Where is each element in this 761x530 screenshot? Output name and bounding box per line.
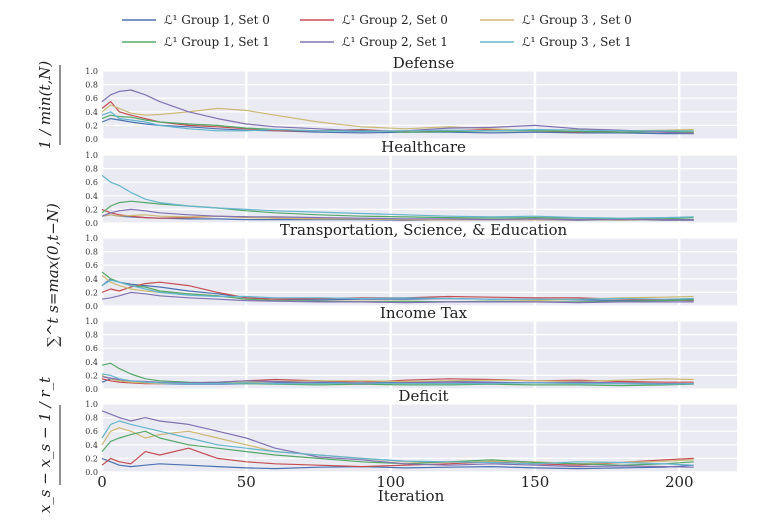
y-tick-label: 0.4 xyxy=(85,108,98,117)
y-tick-label: 0.4 xyxy=(85,275,98,284)
y-tick-label: 0.0 xyxy=(85,135,98,144)
y-tick-label: 0.2 xyxy=(85,371,98,380)
y-tick-label: 0.2 xyxy=(85,205,98,214)
series-line-6 xyxy=(101,111,694,133)
panel-healthcare: 0.0 0.2 0.4 0.6 0.8 1.0 Healthcare xyxy=(85,138,737,228)
panel-title: Defense xyxy=(393,54,455,72)
y-tick-label: 0.2 xyxy=(85,288,98,297)
series-line-6 xyxy=(101,174,694,219)
series-line-6 xyxy=(101,420,694,466)
y-tick-label: 0.2 xyxy=(85,454,98,463)
series-line-2 xyxy=(101,447,694,468)
legend-label: ℒ¹ Group 3 , Set 1 xyxy=(522,35,632,49)
legend-item: ℒ¹ Group 3 , Set 1 xyxy=(480,35,632,49)
series-line-3 xyxy=(101,374,694,385)
series-line-4 xyxy=(101,200,694,220)
x-tick-label: 200 xyxy=(665,473,694,491)
series-line-4 xyxy=(101,362,694,387)
y-tick-label: 0.6 xyxy=(85,427,98,436)
series-line-5 xyxy=(101,291,694,304)
panel-title: Deficit xyxy=(398,387,448,405)
series-line-5 xyxy=(101,89,694,135)
legend-item: ℒ¹ Group 1, Set 1 xyxy=(122,35,270,49)
legend-label: ℒ¹ Group 3 , Set 0 xyxy=(522,13,632,27)
x-tick-label: 50 xyxy=(237,473,256,491)
y-label-bot: 1 / min(t,N) xyxy=(36,61,54,150)
y-tick-label: 0.0 xyxy=(85,302,98,311)
panel-transportation-science-education: 0.0 0.2 0.4 0.6 0.8 1.0 Transportation, Scienc… xyxy=(85,221,737,311)
y-tick-label: 0.4 xyxy=(85,192,98,201)
series-line-1 xyxy=(101,457,694,470)
legend-label: ℒ¹ Group 1, Set 1 xyxy=(164,35,270,49)
panel-title: Healthcare xyxy=(381,138,466,156)
y-tick-label: 1.0 xyxy=(85,317,98,326)
y-tick-label: 1.0 xyxy=(85,400,98,409)
x-tick-label: 100 xyxy=(376,473,405,491)
y-tick-label: 0.4 xyxy=(85,358,98,367)
series-line-5 xyxy=(101,410,694,468)
x-tick-label: 150 xyxy=(521,473,550,491)
panel-income-tax: 0.0 0.2 0.4 0.6 0.8 1.0 Income Tax xyxy=(85,304,737,394)
y-tick-label: 0.6 xyxy=(85,261,98,270)
legend-label: ℒ¹ Group 2, Set 1 xyxy=(342,35,448,49)
panel-background xyxy=(102,321,737,389)
y-label-mid: ∑^t s=max(0,t−N) xyxy=(44,203,62,347)
series-line-2 xyxy=(101,378,694,385)
y-tick-label: 1.0 xyxy=(85,151,98,160)
y-tick-label: 0.0 xyxy=(85,385,98,394)
panel-deficit: 0.0 0.2 0.4 0.6 0.8 1.0 Deficit xyxy=(85,387,737,477)
x-tick-label: 0 xyxy=(97,473,107,491)
legend-item: ℒ¹ Group 1, Set 0 xyxy=(122,13,270,27)
panel-background xyxy=(102,155,737,223)
legend: ℒ¹ Group 1, Set 0 ℒ¹ Group 2, Set 0 ℒ¹ Gro… xyxy=(122,13,632,49)
y-tick-label: 0.2 xyxy=(85,121,98,130)
legend-label: ℒ¹ Group 2, Set 0 xyxy=(342,13,448,27)
y-label-top: x_s − x_s − 1 / r_t xyxy=(36,376,54,513)
y-tick-label: 0.8 xyxy=(85,248,98,257)
y-tick-label: 1.0 xyxy=(85,67,98,76)
panel-title: Transportation, Science, & Education xyxy=(280,221,568,239)
y-tick-label: 0.4 xyxy=(85,441,98,450)
y-tick-label: 0.8 xyxy=(85,331,98,340)
series-line-1 xyxy=(101,118,694,135)
panel-title: Income Tax xyxy=(380,304,468,322)
series-line-5 xyxy=(101,208,694,221)
y-tick-label: 0.6 xyxy=(85,344,98,353)
series-line-4 xyxy=(101,430,694,466)
y-tick-label: 0.0 xyxy=(85,219,98,228)
y-tick-label: 0.8 xyxy=(85,414,98,423)
x-axis-label: Iteration xyxy=(378,487,445,505)
panel-defense: 0.0 0.2 0.4 0.6 0.8 1.0 Defense xyxy=(85,54,737,144)
legend-item: ℒ¹ Group 3 , Set 0 xyxy=(480,13,632,27)
y-tick-label: 0.8 xyxy=(85,165,98,174)
y-tick-label: 0.6 xyxy=(85,94,98,103)
x-axis-ticks: 0 50 100 150 200 xyxy=(97,473,693,491)
legend-item: ℒ¹ Group 2, Set 0 xyxy=(300,13,448,27)
legend-item: ℒ¹ Group 2, Set 1 xyxy=(300,35,448,49)
y-tick-label: 0.0 xyxy=(85,468,98,477)
series-line-6 xyxy=(101,373,694,385)
y-tick-label: 1.0 xyxy=(85,234,98,243)
y-axis-label: x_s − x_s − 1 / r_t ∑^t s=max(0,t−N) 1 / m… xyxy=(36,61,62,514)
y-tick-label: 0.6 xyxy=(85,178,98,187)
y-tick-label: 0.8 xyxy=(85,81,98,90)
legend-label: ℒ¹ Group 1, Set 0 xyxy=(164,13,270,27)
series-line-6 xyxy=(101,279,694,300)
panel-background xyxy=(102,404,737,472)
panels: 0.0 0.2 0.4 0.6 0.8 1.0 Defense 0.0 0.2 0.4 0.6 0.8… xyxy=(85,54,737,477)
